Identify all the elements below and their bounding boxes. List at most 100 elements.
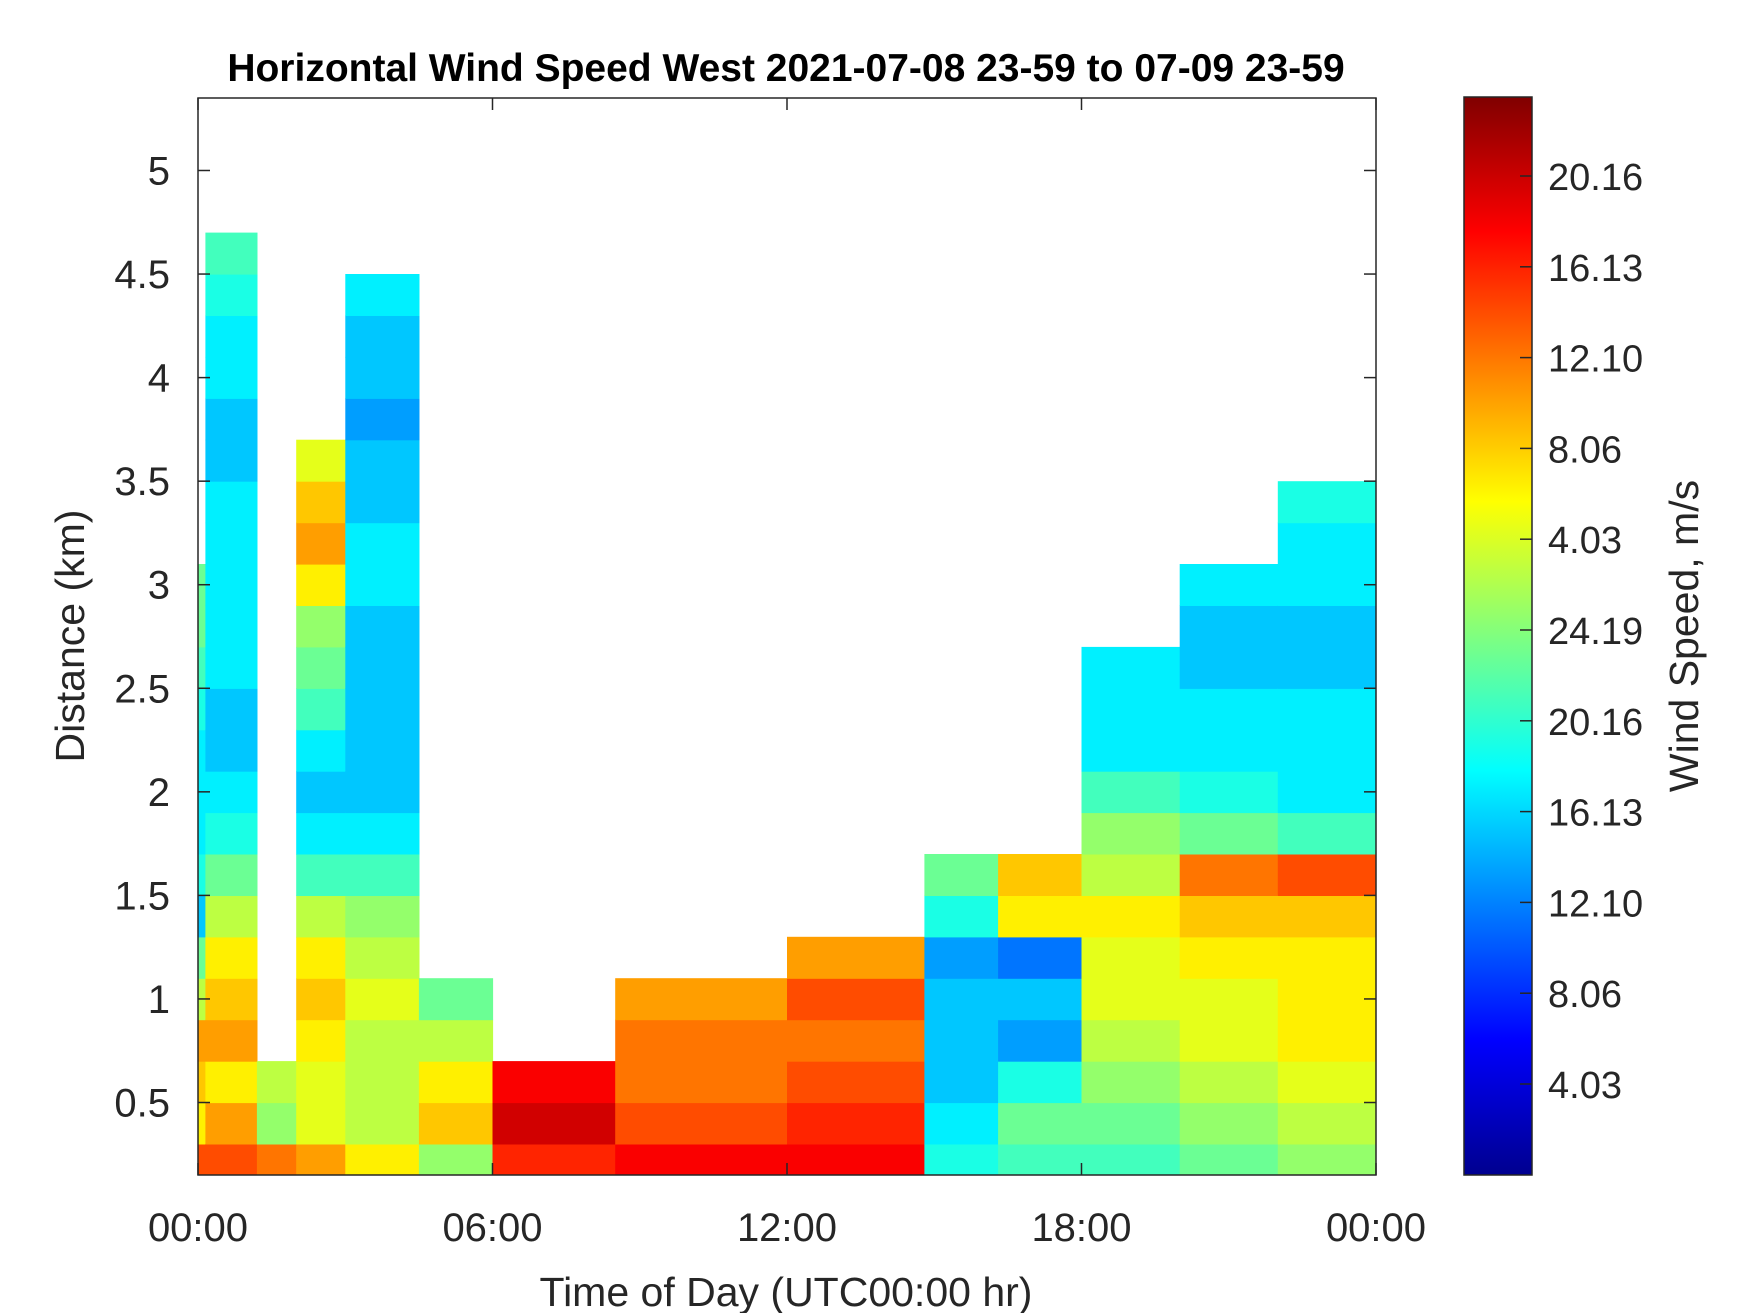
heatmap-cell: [296, 1061, 346, 1104]
heatmap-cell: [198, 936, 206, 979]
heatmap-cell: [924, 854, 999, 896]
heatmap-cell: [296, 729, 346, 772]
heatmap-cell: [1179, 895, 1279, 938]
x-tick-label: 00:00: [1326, 1206, 1426, 1250]
colorbar-tick-label: 4.03: [1548, 1065, 1622, 1107]
heatmap-cell: [205, 854, 258, 896]
heatmap-cell: [998, 1019, 1083, 1062]
colorbar-tick-label: 16.13: [1548, 248, 1643, 290]
heatmap-cell: [998, 1143, 1083, 1175]
heatmap-cell: [1081, 1143, 1181, 1175]
heatmap-cell: [1277, 605, 1376, 648]
heatmap-cell: [615, 978, 788, 1021]
heatmap-cell: [998, 854, 1083, 896]
heatmap-cell: [205, 771, 258, 814]
heatmap-cell: [1179, 936, 1279, 979]
heatmap-cell: [1277, 812, 1376, 855]
heatmap-cell: [296, 439, 346, 482]
heatmap-cell: [296, 812, 346, 855]
heatmap-cell: [296, 936, 346, 979]
heatmap-cell: [198, 1102, 206, 1145]
heatmap-cell: [205, 605, 258, 648]
heatmap-cell: [296, 522, 346, 565]
heatmap-cell: [198, 646, 206, 689]
heatmap-cell: [1277, 481, 1376, 524]
heatmap-cell: [198, 1143, 206, 1175]
heatmap-cell: [418, 1019, 494, 1062]
heatmap-cell: [492, 1102, 616, 1145]
y-tick-label: 4: [148, 357, 170, 401]
heatmap-cell: [492, 1143, 616, 1175]
heatmap-cell: [1081, 1061, 1181, 1104]
heatmap-cell: [205, 356, 258, 399]
y-tick-label: 4.5: [114, 253, 170, 297]
heatmap-cell: [205, 936, 258, 979]
heatmap-cell: [345, 522, 420, 565]
colorbar-tick-label: 24.19: [1548, 611, 1643, 653]
heatmap-cell: [1277, 1102, 1376, 1145]
heatmap-cell: [198, 729, 206, 772]
heatmap-cell: [418, 978, 494, 1021]
heatmap-cell: [615, 1019, 788, 1062]
heatmap-cell: [296, 605, 346, 648]
heatmap-cell: [198, 1061, 206, 1104]
heatmap-cell: [345, 854, 420, 896]
heatmap-cell: [492, 1061, 616, 1104]
heatmap-cell: [198, 812, 206, 855]
heatmap-cell: [198, 605, 206, 648]
heatmap-cell: [1277, 688, 1376, 731]
heatmap-cell: [256, 1143, 297, 1175]
heatmap-cell: [998, 1102, 1083, 1145]
heatmap-cell: [345, 315, 420, 358]
heatmap-cell: [296, 895, 346, 938]
heatmap-cell: [924, 895, 999, 938]
heatmap-cell: [296, 481, 346, 524]
heatmap-cell: [924, 1061, 999, 1104]
heatmap-cell: [296, 978, 346, 1021]
heatmap-cell: [205, 232, 258, 275]
heatmap-cell: [1179, 1019, 1279, 1062]
x-tick-label: 18:00: [1031, 1206, 1131, 1250]
x-axis: 00:00 06:00 12:00 18:00 00:00: [148, 98, 1426, 1250]
heatmap-cell: [345, 1102, 420, 1145]
heatmap-cell: [205, 1143, 258, 1175]
heatmap-cell: [1179, 771, 1279, 814]
y-tick-label: 1.5: [114, 874, 170, 918]
heatmap-cell: [345, 481, 420, 524]
heatmap-cell: [924, 1019, 999, 1062]
heatmap-cell: [345, 729, 420, 772]
heatmap-cell: [1277, 1143, 1376, 1175]
heatmap-cell: [296, 854, 346, 896]
heatmap-cell: [1277, 771, 1376, 814]
heatmap-cell: [205, 1102, 258, 1145]
heatmap-cell: [924, 1102, 999, 1145]
heatmap-cell: [296, 771, 346, 814]
heatmap-cell: [1277, 936, 1376, 979]
heatmap-plot-area: [198, 232, 1376, 1175]
heatmap-cell: [1179, 688, 1279, 731]
heatmap-cell: [1179, 1061, 1279, 1104]
heatmap-cell: [998, 1061, 1083, 1104]
heatmap-cell: [787, 978, 925, 1021]
heatmap-cell: [1179, 812, 1279, 855]
heatmap-cell: [418, 1143, 494, 1175]
y-tick-label: 5: [148, 149, 170, 193]
heatmap-cell: [205, 274, 258, 316]
x-tick-label: 06:00: [442, 1206, 542, 1250]
heatmap-cell: [787, 936, 925, 979]
colorbar: [1463, 96, 1533, 1176]
x-tick-label: 12:00: [737, 1206, 837, 1250]
heatmap-cell: [198, 688, 206, 731]
y-tick-label: 3.5: [114, 460, 170, 504]
heatmap-cell: [205, 1061, 258, 1104]
heatmap-cell: [345, 398, 420, 441]
heatmap-cell: [1081, 854, 1181, 896]
heatmap-cell: [787, 1019, 925, 1062]
heatmap-cell: [205, 812, 258, 855]
heatmap-cell: [296, 1019, 346, 1062]
heatmap-cell: [345, 274, 420, 316]
heatmap-cell: [198, 895, 206, 938]
heatmap-cell: [205, 729, 258, 772]
heatmap-cell: [924, 1143, 999, 1175]
